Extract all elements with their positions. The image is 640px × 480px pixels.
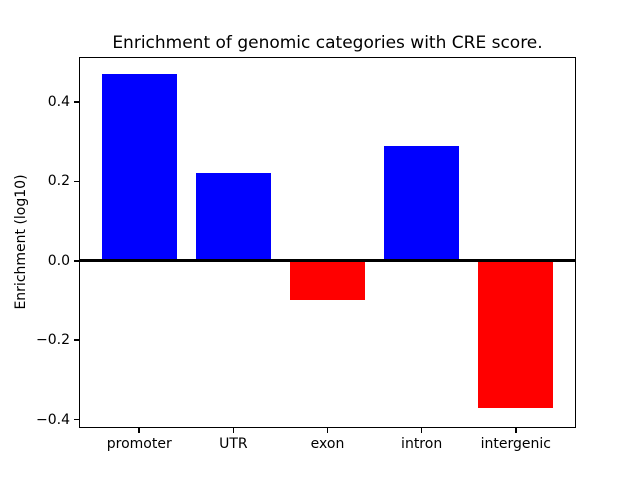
y-tick-label: −0.4 [36, 411, 70, 428]
y-tick-mark [74, 260, 79, 262]
x-tick-label-promoter: promoter [106, 436, 172, 452]
plot-area [79, 57, 576, 428]
bar-intron [383, 145, 460, 261]
y-tick-label: 0.4 [47, 93, 70, 110]
x-tick-label-UTR: UTR [219, 436, 248, 452]
chart-title: Enrichment of genomic categories with CR… [112, 33, 543, 53]
y-tick-label: −0.2 [36, 332, 70, 349]
y-tick-mark [74, 418, 79, 421]
bar-promoter [101, 74, 177, 261]
zero-line [79, 259, 576, 263]
x-tick-label-exon: exon [310, 436, 345, 452]
x-tick-label-intron: intron [401, 436, 443, 452]
x-tick-mark [420, 428, 423, 433]
y-tick-mark [74, 180, 79, 183]
bar-exon [289, 260, 366, 301]
x-tick-mark [515, 428, 517, 433]
y-tick-mark [74, 101, 79, 103]
bar-UTR [195, 173, 272, 261]
x-tick-mark [326, 428, 329, 433]
x-tick-label-intergenic: intergenic [480, 436, 551, 452]
y-axis-label: Enrichment (log10) [13, 174, 29, 310]
y-tick-mark [74, 339, 79, 341]
x-tick-mark [232, 428, 235, 433]
y-tick-label: 0.2 [47, 173, 70, 190]
y-tick-label: 0.0 [47, 252, 70, 269]
x-tick-mark [138, 428, 140, 433]
bar-intergenic [478, 260, 554, 408]
